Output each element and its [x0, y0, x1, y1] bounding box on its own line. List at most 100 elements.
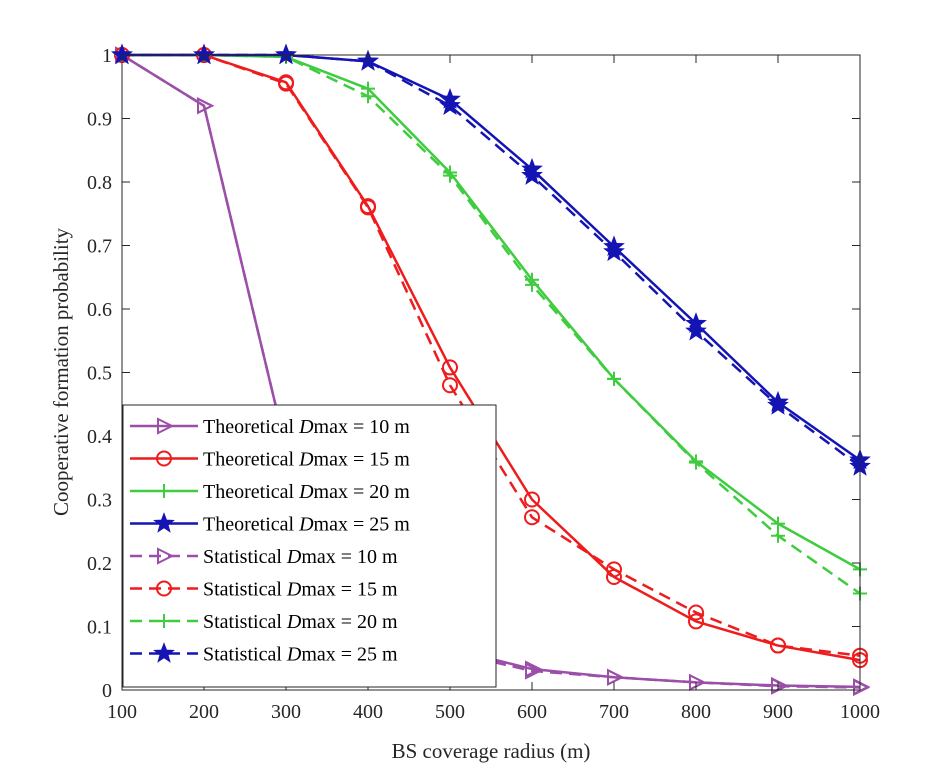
data-point [606, 561, 622, 578]
legend-label-symbol: D [298, 514, 314, 536]
legend-label-symbol: D [298, 481, 314, 503]
data-point [771, 528, 785, 543]
legend-label: Statistical Dmax = 15 m [203, 579, 398, 601]
data-point [360, 199, 376, 216]
y-tick-label: 0.3 [87, 490, 112, 512]
legend-marker [156, 580, 172, 597]
data-point [853, 678, 871, 697]
legend-entry: Theoretical Dmax = 10 m [130, 416, 410, 438]
legend-label-prefix: Statistical [203, 546, 287, 568]
y-tick-label: 0.2 [87, 553, 112, 575]
data-point [524, 491, 540, 508]
x-tick-label: 1000 [840, 701, 880, 723]
data-point [439, 94, 461, 116]
data-point [361, 89, 375, 104]
y-tick-label: 0.9 [87, 109, 112, 131]
x-axis-label: BS coverage radius (m) [392, 739, 591, 763]
y-tick-label: 0.8 [87, 172, 112, 194]
legend-label-prefix: Theoretical [203, 416, 299, 438]
y-axis-label: Cooperative formation probability [49, 227, 73, 516]
legend-label-prefix: Theoretical [203, 449, 299, 471]
legend-label-symbol: D [298, 416, 314, 438]
legend-marker [153, 512, 175, 533]
legend-label-symbol: D [286, 546, 302, 568]
legend-label-prefix: Statistical [203, 644, 287, 666]
legend-label-prefix: Statistical [203, 579, 287, 601]
legend-marker [157, 417, 175, 435]
legend-label-rest: max = 10 m [301, 546, 398, 568]
legend-label-symbol: D [286, 579, 302, 601]
legend-marker [153, 642, 175, 663]
legend-label: Theoretical Dmax = 10 m [203, 416, 410, 438]
data-point [771, 516, 785, 531]
data-point [442, 377, 458, 394]
legend-marker [157, 547, 175, 565]
legend-entry: Statistical Dmax = 10 m [130, 546, 398, 568]
data-point [607, 668, 625, 686]
legend-entry: Statistical Dmax = 25 m [130, 642, 398, 666]
x-tick-label: 900 [763, 701, 793, 723]
legend-entry: Theoretical Dmax = 20 m [130, 481, 410, 503]
y-tick-label: 0.6 [87, 299, 112, 321]
legend-label-rest: max = 15 m [301, 579, 398, 601]
x-tick-label: 600 [517, 701, 547, 723]
data-point [524, 509, 540, 526]
legend-marker [157, 614, 171, 628]
legend-label-rest: max = 25 m [314, 514, 411, 536]
legend-label: Theoretical Dmax = 15 m [203, 449, 410, 471]
legend-label-rest: max = 20 m [301, 611, 398, 633]
data-point [278, 75, 294, 92]
data-point [770, 637, 786, 654]
y-tick-label: 1 [102, 45, 112, 67]
legend-entry: Statistical Dmax = 20 m [130, 611, 398, 633]
data-point [525, 277, 539, 292]
data-point [525, 662, 543, 680]
legend-label-prefix: Theoretical [203, 481, 299, 503]
y-tick-label: 0.5 [87, 363, 112, 385]
legend-entry: Theoretical Dmax = 25 m [130, 512, 410, 536]
x-tick-label: 800 [681, 701, 711, 723]
y-tick-label: 0 [102, 680, 112, 702]
data-point [521, 164, 543, 185]
data-point [688, 604, 704, 621]
legend-marker [157, 484, 171, 498]
x-tick-label: 700 [599, 701, 629, 723]
legend-label: Statistical Dmax = 10 m [203, 546, 398, 568]
x-tick-label: 500 [435, 701, 465, 723]
legend-label: Theoretical Dmax = 20 m [203, 481, 410, 503]
legend-label-symbol: D [286, 644, 302, 666]
data-point [197, 97, 215, 115]
legend-label: Statistical Dmax = 25 m [203, 644, 398, 666]
legend-label-rest: max = 25 m [301, 644, 398, 666]
y-tick-label: 0.7 [87, 236, 112, 258]
data-point [767, 394, 789, 415]
legend-marker [156, 450, 172, 467]
y-tick-label: 0.4 [87, 426, 112, 448]
data-point [443, 168, 457, 183]
x-tick-label: 100 [107, 701, 137, 723]
legend-label-prefix: Theoretical [203, 514, 299, 536]
data-point [685, 319, 707, 341]
legend-label-prefix: Statistical [203, 611, 287, 633]
data-point [688, 613, 704, 630]
legend-label-rest: max = 20 m [314, 481, 411, 503]
data-point [607, 371, 621, 386]
data-point [603, 240, 625, 262]
legend-entry: Statistical Dmax = 15 m [130, 579, 398, 601]
legend-label: Statistical Dmax = 20 m [203, 611, 398, 633]
x-tick-label: 300 [271, 701, 301, 723]
legend-box [122, 404, 497, 688]
legend-label-rest: max = 10 m [314, 416, 411, 438]
y-tick-label: 0.1 [87, 617, 112, 639]
data-point [689, 673, 707, 691]
legend-entry: Theoretical Dmax = 15 m [130, 449, 410, 471]
legend-label-symbol: D [286, 611, 302, 633]
legend-label: Theoretical Dmax = 25 m [203, 514, 410, 536]
legend-label-rest: max = 15 m [314, 449, 411, 471]
x-tick-label: 200 [189, 701, 219, 723]
x-tick-label: 400 [353, 701, 383, 723]
series-line [121, 53, 861, 689]
data-point [689, 455, 703, 470]
